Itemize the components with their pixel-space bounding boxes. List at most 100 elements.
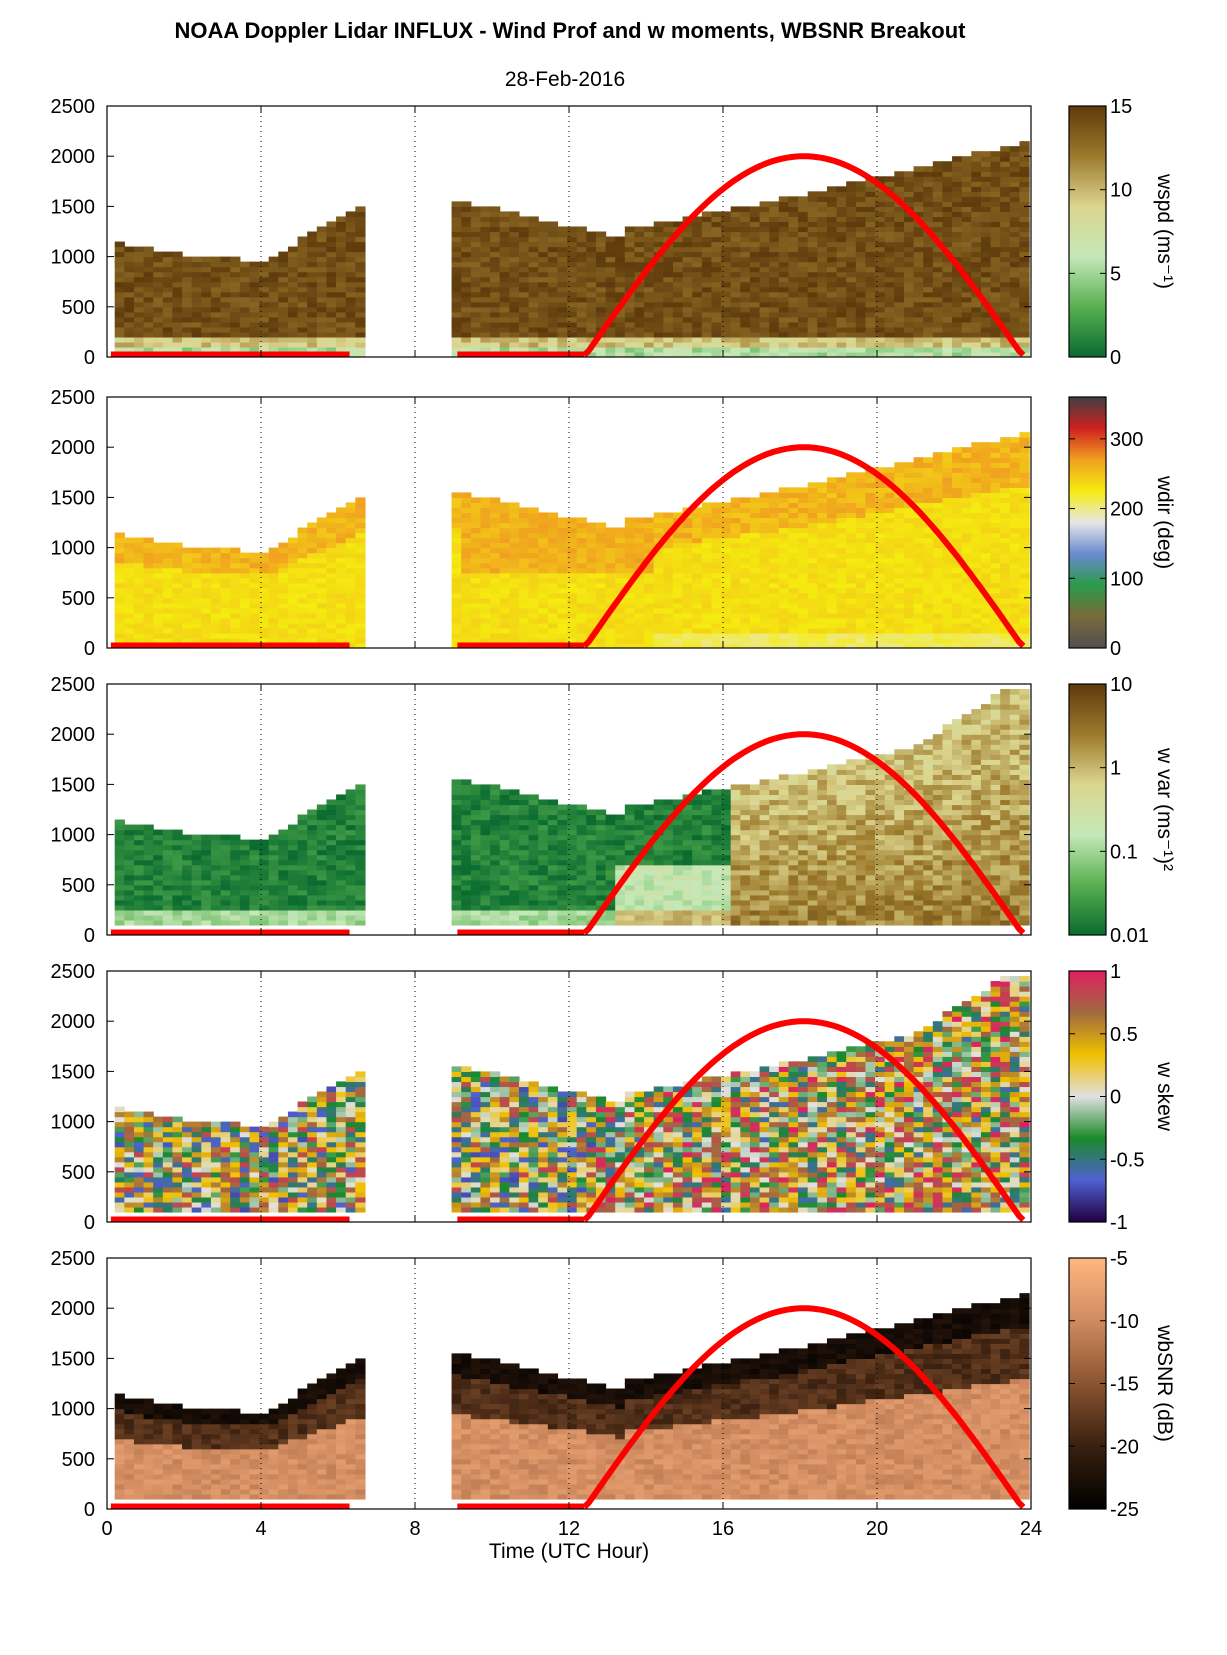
wdir-cell (730, 637, 741, 644)
wdir-cell (605, 567, 616, 574)
wdir-cell (875, 497, 886, 504)
wdir-cell (615, 602, 626, 609)
wdir-cell (721, 572, 732, 579)
wspd-cell (846, 306, 857, 313)
wspd-cell (721, 271, 732, 278)
wdir-cell (653, 532, 664, 539)
wspd-cell (990, 276, 1001, 283)
wdir-cell (817, 537, 828, 544)
wdir-cell (952, 577, 963, 584)
wspd-cell (307, 261, 318, 268)
wspd-cell (316, 311, 328, 318)
wdir-cell (624, 602, 636, 609)
wdir-cell (749, 557, 761, 564)
wdir-cell (884, 512, 895, 519)
wdir-cell (846, 547, 857, 554)
wspd-cell (923, 291, 934, 298)
wspd-cell (826, 336, 838, 343)
wdir-cell (355, 622, 366, 629)
wdir-cell (490, 502, 501, 509)
wspd-cell (653, 271, 664, 278)
wspd-cell (846, 296, 857, 303)
wdir-cell (672, 627, 684, 634)
wspd-cell (634, 351, 645, 357)
wdir-cell (759, 637, 770, 644)
wspd-cell (855, 301, 867, 308)
wdir-cell (624, 537, 636, 544)
wdir-cell (826, 587, 838, 594)
wspd-cell (1009, 176, 1021, 182)
wspd-cell (451, 266, 462, 273)
wspd-cell (769, 296, 780, 303)
wspd-cell (903, 266, 915, 273)
wdir-cell (133, 537, 145, 544)
wdir-cell (595, 637, 607, 644)
wdir-cell (1009, 552, 1021, 559)
wspd-cell (961, 226, 972, 233)
wspd-cell (932, 266, 944, 273)
wspd-cell (788, 236, 799, 243)
wspd-cell (1019, 186, 1030, 192)
wspd-cell (942, 166, 953, 172)
wspd-cell (172, 261, 183, 268)
wspd-cell (817, 251, 828, 258)
wspd-cell (692, 271, 703, 278)
wdir-cell (1000, 517, 1011, 524)
wdir-cell (172, 572, 183, 579)
wspd-cell (1019, 146, 1030, 152)
wspd-cell (894, 331, 905, 338)
wspd-cell (451, 221, 462, 228)
wspd-cell (952, 321, 963, 328)
wdir-cell (894, 622, 905, 629)
wspd-cell (1019, 261, 1030, 268)
wdir-cell (191, 557, 202, 564)
wspd-cell (711, 311, 722, 318)
wspd-cell (836, 306, 847, 313)
wspd-cell (663, 221, 674, 228)
wspd-cell (624, 316, 636, 323)
wspd-cell (971, 171, 982, 177)
wdir-cell (114, 562, 125, 569)
wspd-cell (682, 246, 693, 253)
wdir-cell (567, 517, 578, 524)
wdir-cell (884, 542, 895, 549)
wspd-cell (672, 291, 684, 298)
wspd-heatmap (114, 141, 1030, 357)
wdir-cell (634, 582, 645, 589)
wspd-cell (865, 186, 876, 192)
wspd-cell (913, 186, 924, 192)
wspd-cell (846, 251, 857, 258)
wspd-cell (836, 271, 847, 278)
wdir-cell (162, 582, 174, 589)
wspd-cell (846, 206, 857, 213)
wspd-cell (480, 326, 491, 333)
wspd-cell (316, 291, 328, 298)
wdir-cell (663, 517, 674, 524)
wspd-cell (749, 341, 761, 348)
wdir-cell (278, 552, 289, 559)
wdir-cell (509, 562, 520, 569)
wspd-cell (191, 326, 202, 333)
wspd-cell (932, 166, 944, 172)
wdir-cell (133, 597, 145, 604)
wdir-cell (124, 607, 135, 614)
wdir-cell (817, 637, 828, 644)
wspd-cell (942, 231, 953, 238)
wdir-cell (307, 532, 318, 539)
wspd-cell (210, 341, 222, 348)
wdir-cell (778, 617, 790, 624)
wspd-cell (971, 176, 982, 182)
wdir-cell (518, 577, 530, 584)
wspd-cell (826, 291, 838, 298)
wspd-cell (778, 271, 790, 278)
wdir-cell (470, 577, 482, 584)
wdir-cell (268, 627, 279, 634)
wspd-cell (653, 231, 664, 238)
wdir-cell (711, 507, 722, 514)
wspd-cell (114, 331, 125, 338)
wdir-cell (788, 492, 799, 498)
wspd-cell (894, 316, 905, 323)
wspd-cell (836, 206, 847, 213)
wdir-cell (826, 502, 838, 509)
wdir-cell (903, 567, 915, 574)
